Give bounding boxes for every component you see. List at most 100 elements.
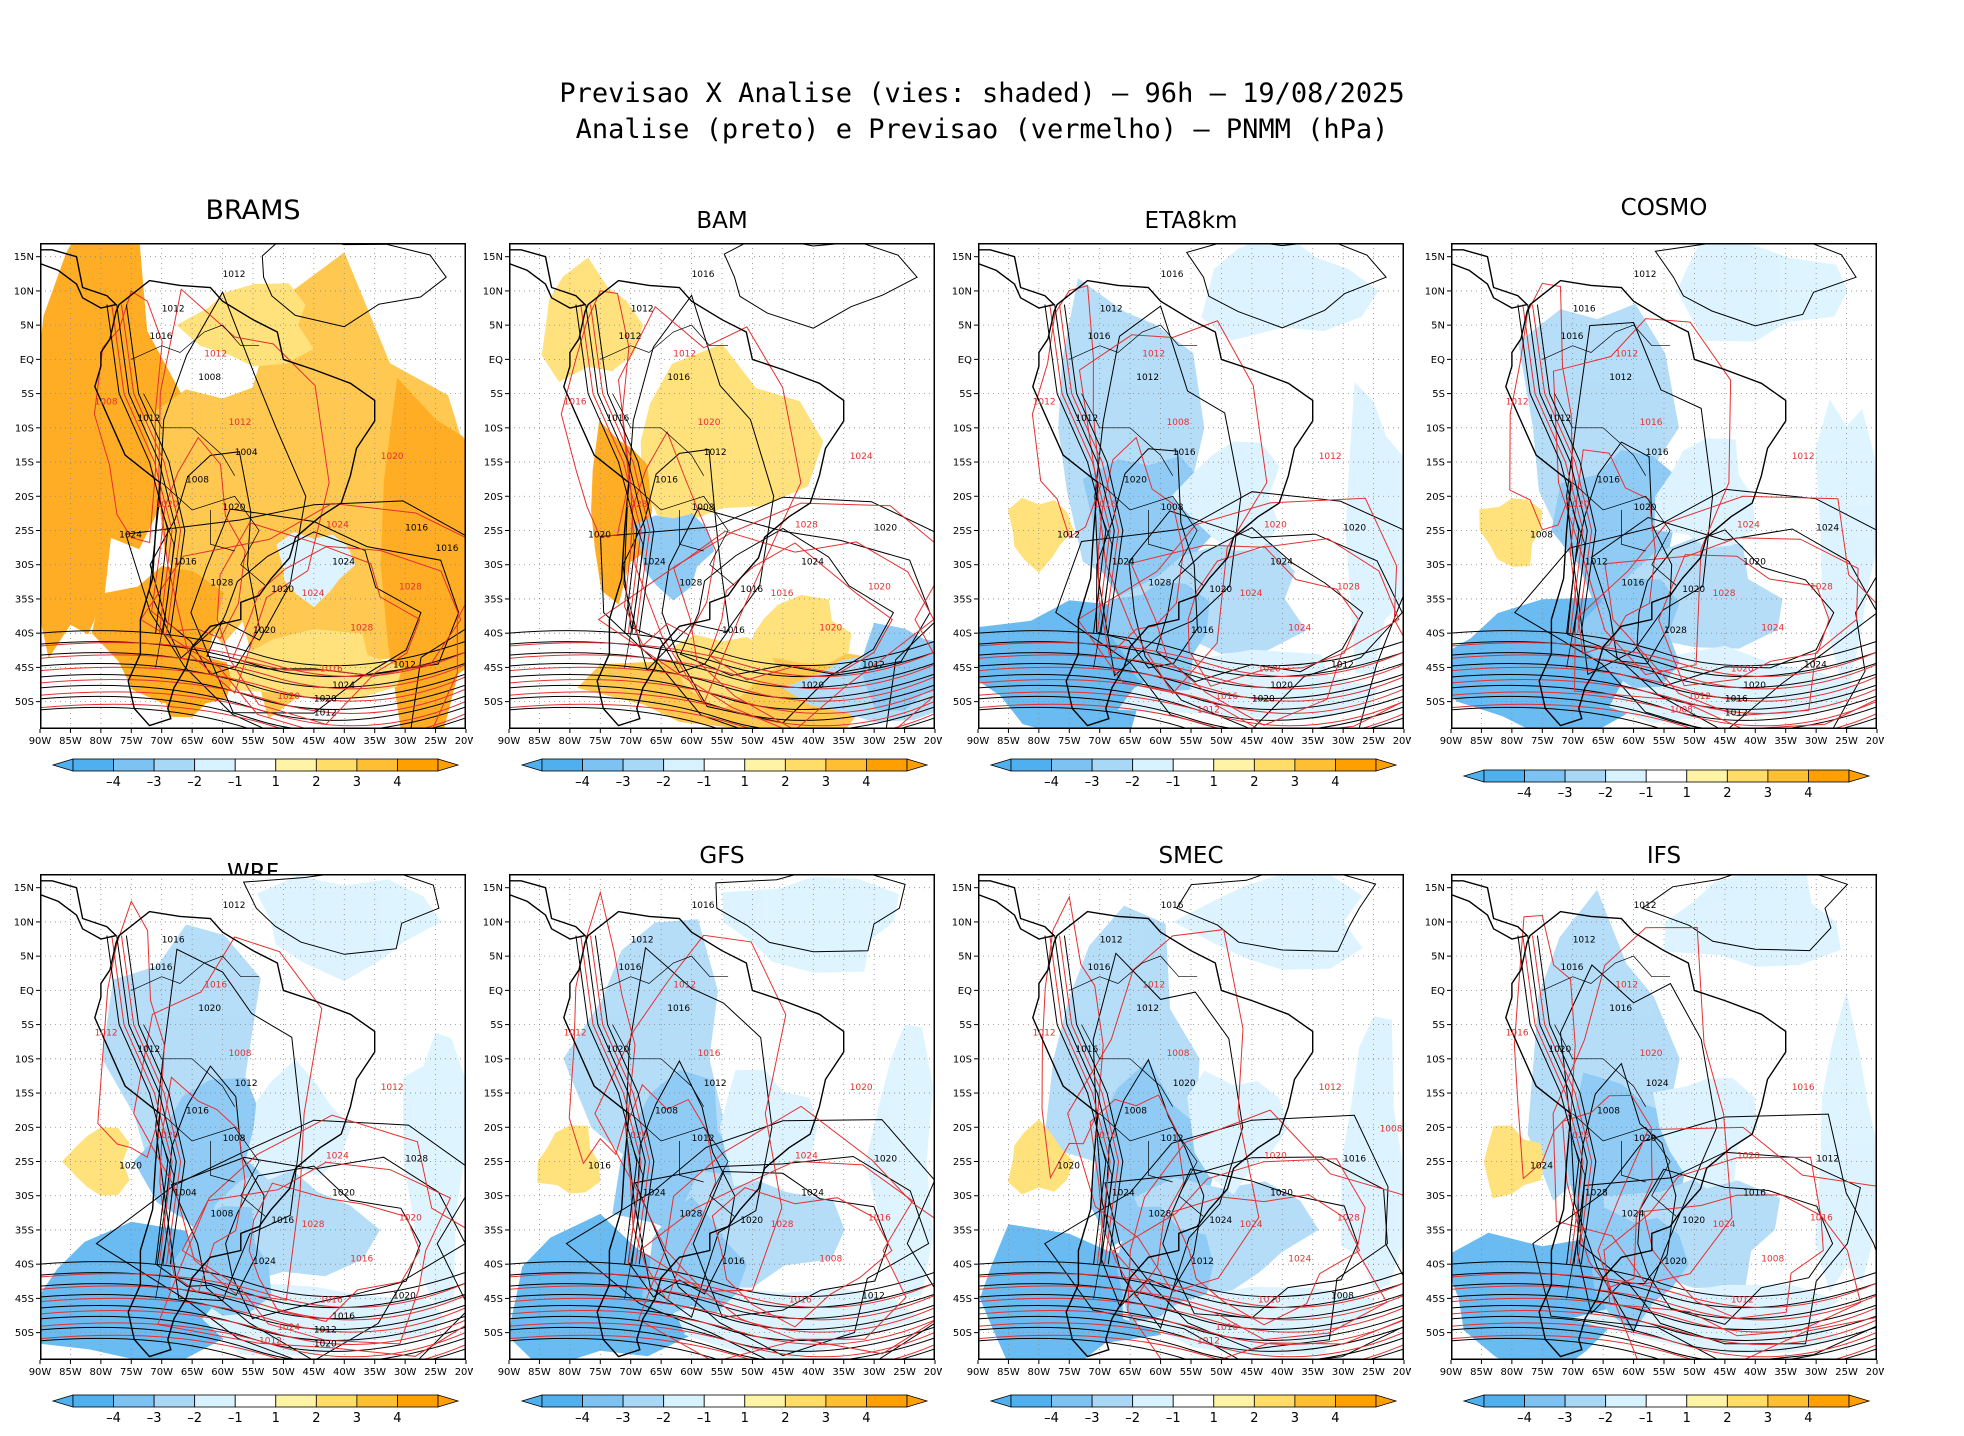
lat-tick-label: 35S	[1426, 1225, 1445, 1236]
lon-tick-label: 85W	[1470, 1367, 1493, 1378]
colorbar-segment	[1335, 1394, 1377, 1408]
isobar-label-analysis: 1008	[692, 503, 715, 513]
lon-tick-label: 30W	[1805, 1367, 1828, 1378]
isobar-label-forecast: 1016	[1810, 1213, 1833, 1223]
colorbar-segment	[1483, 1394, 1525, 1408]
lat-tick-label: 50S	[484, 697, 503, 708]
lat-tick-label: 30S	[15, 560, 34, 571]
map-area: 1016 1012 1016 1012 1012 1016 1020 1008 1012 1024…	[978, 243, 1404, 729]
isobar-label-forecast: 1020	[850, 1083, 873, 1093]
colorbar-segment	[1524, 1394, 1566, 1408]
isobar-label-forecast: 1024	[850, 452, 873, 462]
colorbar-segment	[1808, 1394, 1850, 1408]
lat-tick-label: 40S	[15, 1260, 34, 1271]
lon-tick-label: 25W	[1362, 736, 1385, 747]
lon-tick-label: 60W	[680, 736, 703, 747]
isobar-label-analysis: 1016	[332, 1312, 355, 1322]
lat-tick-label: EQ	[958, 355, 972, 366]
isobar-label-analysis: 1012	[1075, 414, 1098, 424]
isobars-forecast	[40, 900, 466, 1360]
colorbar-segment	[153, 1394, 196, 1408]
lat-tick-label: 5S	[490, 389, 503, 400]
lat-tick-label: 5S	[1432, 389, 1445, 400]
colorbar-segment	[1767, 1394, 1809, 1408]
isobar-label-analysis: 1024	[1112, 558, 1135, 568]
colorbar-segment	[315, 1394, 358, 1408]
lon-tick-label: 55W	[242, 736, 265, 747]
colorbar-tick-label: –3	[616, 1411, 631, 1426]
isobar-label-analysis: 1012	[223, 270, 246, 280]
isobar-label-forecast: 1012	[1033, 397, 1056, 407]
isobar-label-forecast: 1012	[259, 1336, 282, 1346]
lat-tick-label: 10N	[952, 917, 972, 928]
lat-tick-label: 15N	[1425, 883, 1445, 894]
colorbar-tick-label: –3	[1558, 786, 1573, 801]
lat-tick-label: 50S	[15, 1328, 34, 1339]
isobar-label-analysis: 1016	[1646, 448, 1669, 458]
panel-title: BAM	[696, 208, 748, 234]
colorbar-tick-label: 2	[1723, 786, 1731, 801]
isobar-label-analysis: 1008	[1124, 1107, 1147, 1117]
lat-tick-label: 15N	[483, 883, 503, 894]
figure-title: Previsao X Analise (vies: shaded) – 96h …	[0, 76, 1964, 148]
bias-shade-region	[719, 1069, 818, 1187]
colorbar-tick-label: 1	[1683, 786, 1691, 801]
isobar-label-analysis: 1020	[740, 1216, 763, 1226]
colorbar-segment	[1726, 1394, 1769, 1408]
central-america-coast	[978, 249, 1056, 309]
panel-title: GFS	[699, 843, 745, 869]
colorbar-tick-label: 1	[741, 1411, 749, 1426]
bias-colorbar: –4 –3 –2 –1 1 2 3 4	[520, 758, 929, 790]
isobar-label-analysis: 1020	[801, 681, 824, 691]
isobars-analysis	[40, 874, 466, 1360]
lon-tick-label: 85W	[59, 736, 82, 747]
lat-tick-label: 10N	[14, 286, 34, 297]
colorbar-tick-label: –1	[1166, 775, 1181, 790]
isobar-label-analysis: 1008	[1597, 1107, 1620, 1117]
isobar-label-analysis: 1016	[150, 963, 173, 973]
coastline	[40, 249, 376, 727]
colorbar-tick-label: 4	[1331, 775, 1339, 790]
colorbar-segment	[397, 1394, 439, 1408]
lat-tick-label: 45S	[484, 663, 503, 674]
isobar-label-forecast: 1016	[789, 1295, 812, 1305]
colorbar-segment	[622, 1394, 665, 1408]
lon-tick-label: 85W	[59, 1367, 82, 1378]
isobar-label-forecast: 1020	[698, 418, 721, 428]
lat-tick-label: 20S	[484, 492, 503, 503]
colorbar-segment	[541, 1394, 583, 1408]
lat-tick-label: 15N	[14, 252, 34, 263]
isobar-label-analysis: 1024	[1209, 1216, 1232, 1226]
colorbar-segment	[622, 758, 665, 772]
map-axes: 90W 85W 80W 75W 70W 65W 60W 55W 50W 45W 40W 35W 30W 2…	[1425, 883, 1884, 1378]
isobar-label-analysis: 1028	[1148, 578, 1171, 588]
colorbar-segment	[703, 1394, 746, 1408]
colorbar-tick-label: –1	[1166, 1411, 1181, 1426]
colorbar-segment	[784, 758, 827, 772]
lat-tick-label: 5N	[958, 321, 972, 332]
lon-tick-label: 90W	[498, 1367, 521, 1378]
isobar-label-forecast: 1024	[277, 1323, 300, 1333]
lon-tick-label: 85W	[528, 736, 551, 747]
map-frame	[978, 243, 1404, 729]
colorbar-segment	[1524, 769, 1566, 783]
colorbar-tick-label: 3	[822, 1411, 830, 1426]
lon-tick-label: 70W	[1088, 1367, 1111, 1378]
lat-tick-label: 25S	[953, 526, 972, 537]
isobar-label-analysis: 1024	[119, 530, 142, 540]
lat-tick-label: 40S	[1426, 629, 1445, 640]
central-america-coast	[978, 880, 1056, 940]
lon-tick-label: 55W	[711, 736, 734, 747]
isobar-label-analysis: 1012	[314, 708, 337, 718]
lon-tick-label: 70W	[619, 1367, 642, 1378]
bias-shade-region	[640, 343, 824, 531]
lat-tick-label: 10N	[952, 286, 972, 297]
lon-tick-label: 90W	[1440, 736, 1463, 747]
isobar-label-analysis: 1020	[874, 1154, 897, 1164]
isobar-label-analysis: 1020	[1743, 681, 1766, 691]
lon-tick-label: 80W	[1501, 736, 1524, 747]
lat-tick-label: 35S	[484, 1225, 503, 1236]
isobar-label-analysis: 1016	[162, 935, 185, 945]
colorbar-tick-label: –2	[1598, 1411, 1613, 1426]
isobar-label-analysis: 1016	[405, 523, 428, 533]
